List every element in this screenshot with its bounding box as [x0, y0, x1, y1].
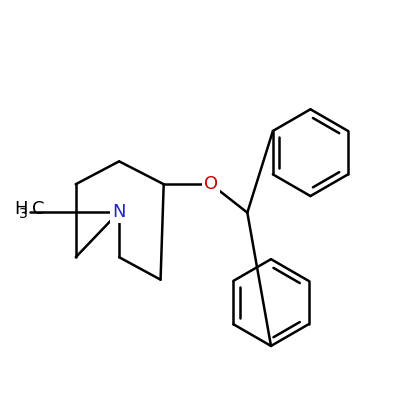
Text: O: O — [204, 175, 218, 193]
Text: H: H — [14, 200, 28, 218]
Text: C: C — [32, 200, 44, 218]
Text: 3: 3 — [18, 207, 27, 221]
Text: N: N — [112, 203, 126, 221]
